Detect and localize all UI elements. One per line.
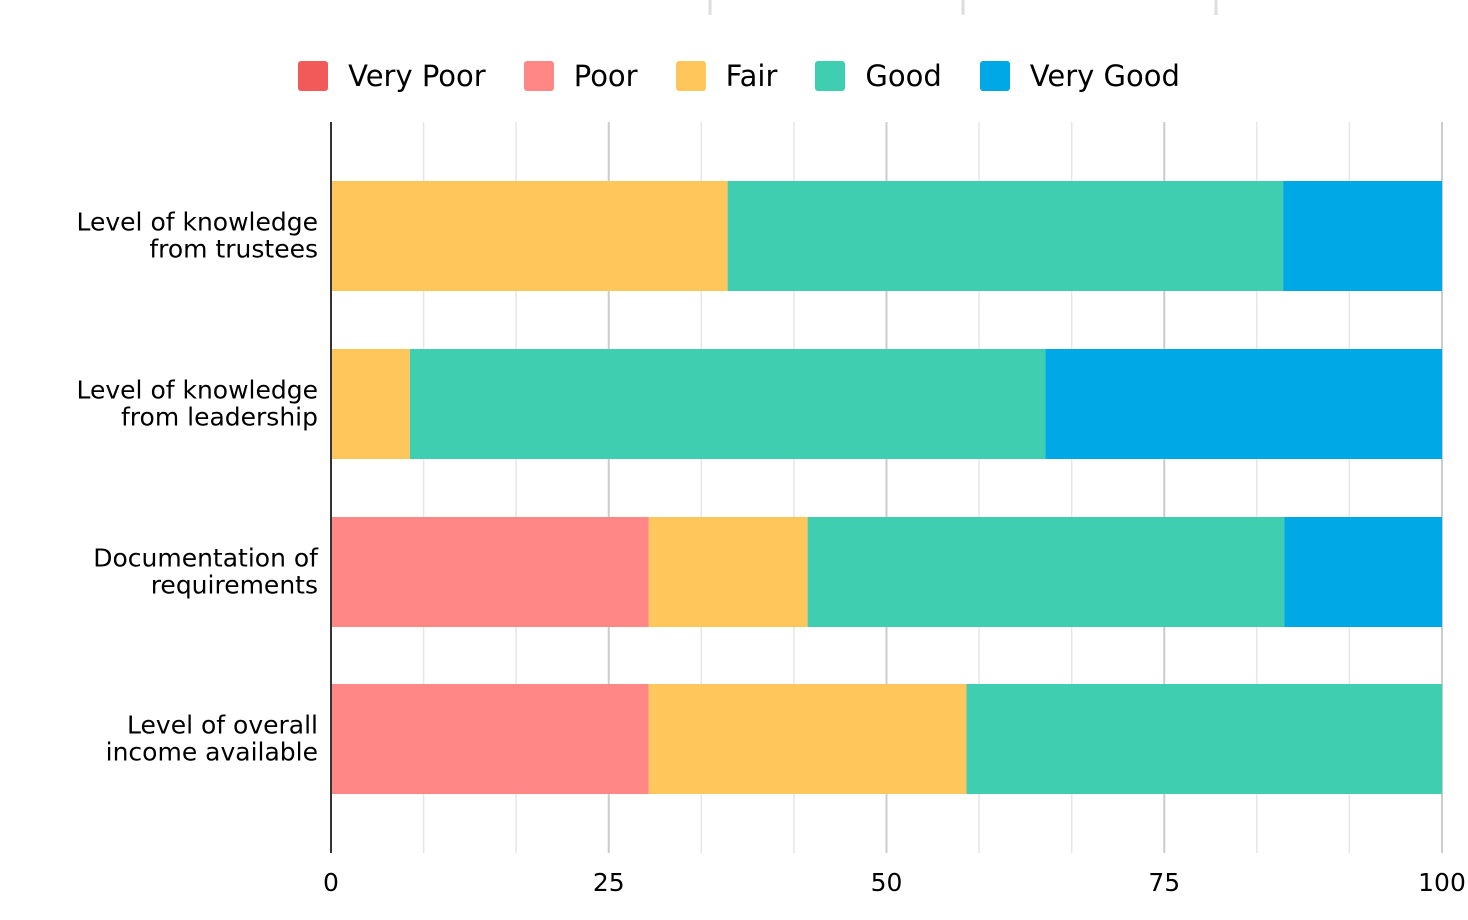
category-label-line: from leadership bbox=[121, 403, 318, 432]
bar-good-3 bbox=[966, 684, 1442, 794]
bar-fair-0 bbox=[331, 181, 728, 291]
legend-swatch bbox=[523, 61, 554, 91]
x-tick-label-0: 0 bbox=[323, 868, 339, 897]
category-label-line: Level of knowledge bbox=[77, 208, 319, 237]
legend-item-poor: Poor bbox=[523, 59, 638, 93]
bar-group-3 bbox=[331, 684, 1442, 794]
legend-item-fair: Fair bbox=[675, 59, 778, 93]
legend: Very Poor Poor Fair Good Very Good bbox=[0, 54, 1468, 98]
x-tick-label-100: 100 bbox=[1418, 868, 1466, 897]
category-label-line: Level of overall bbox=[127, 711, 318, 740]
category-label-line: from trustees bbox=[149, 235, 318, 264]
category-label-1: Level of knowledge from leadership bbox=[77, 376, 319, 432]
bar-good-0 bbox=[727, 181, 1284, 291]
category-label-2: Documentation of requirements bbox=[93, 544, 319, 600]
legend-swatch bbox=[675, 61, 706, 91]
bar-poor-3 bbox=[331, 684, 649, 794]
category-label-3: Level of overall income available bbox=[106, 711, 318, 767]
legend-swatch bbox=[979, 61, 1010, 91]
x-tick-label-50: 50 bbox=[871, 868, 903, 897]
bar-good-1 bbox=[409, 349, 1046, 459]
category-label-line: requirements bbox=[151, 571, 318, 600]
legend-item-good: Good bbox=[815, 59, 942, 93]
legend-item-very-good: Very Good bbox=[979, 59, 1180, 93]
x-tick-label-75: 75 bbox=[1148, 868, 1180, 897]
bar-fair-2 bbox=[648, 517, 808, 627]
category-label-line: Documentation of bbox=[93, 544, 319, 573]
legend-label: Fair bbox=[725, 59, 778, 93]
legend-label: Good bbox=[865, 59, 942, 93]
bar-good-2 bbox=[807, 517, 1285, 627]
bar-group-1 bbox=[331, 349, 1442, 459]
bar-very-good-0 bbox=[1283, 181, 1442, 291]
bar-very-good-1 bbox=[1045, 349, 1442, 459]
bar-very-good-2 bbox=[1284, 517, 1442, 627]
bar-poor-2 bbox=[331, 517, 649, 627]
bar-group-0 bbox=[331, 181, 1442, 291]
legend-label: Very Poor bbox=[348, 59, 486, 93]
x-tick-label-25: 25 bbox=[593, 868, 625, 897]
category-label-line: income available bbox=[106, 738, 318, 767]
legend-label: Poor bbox=[573, 59, 638, 93]
category-label-0: Level of knowledge from trustees bbox=[77, 208, 319, 264]
legend-swatch bbox=[298, 61, 329, 91]
bar-fair-3 bbox=[648, 684, 967, 794]
legend-label: Very Good bbox=[1029, 59, 1180, 93]
bar-group-2 bbox=[331, 517, 1442, 627]
legend-swatch bbox=[815, 61, 846, 91]
bar-fair-1 bbox=[331, 349, 410, 459]
category-label-line: Level of knowledge bbox=[77, 376, 319, 405]
legend-item-very-poor: Very Poor bbox=[298, 59, 486, 93]
